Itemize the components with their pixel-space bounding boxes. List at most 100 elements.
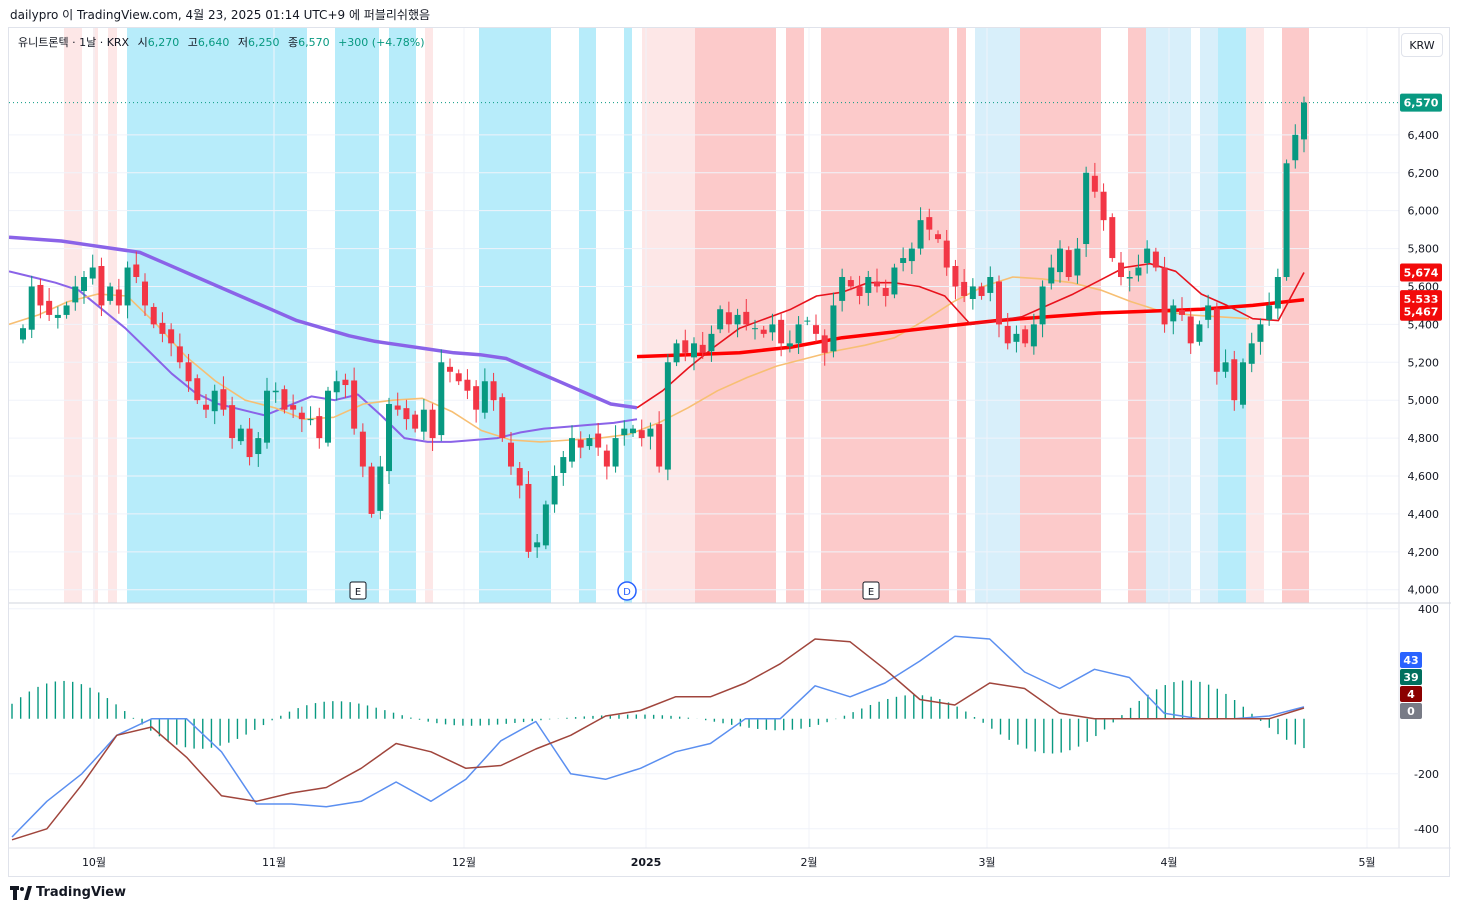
candle-body [1231,359,1238,401]
ma-price-label: 5,674 [1404,266,1439,279]
price-tick-label: 5,000 [1408,394,1440,407]
candle-body [1135,267,1142,276]
candle-body [865,277,872,293]
candle-body [1074,248,1081,276]
dividend-marker-circle [617,581,637,601]
candle-body [351,380,358,429]
candle-body [961,281,968,296]
candle-body [1196,324,1203,342]
candle-body [159,322,166,334]
candle-body [455,373,462,382]
candle-body [28,286,35,330]
footer-brand: TradingView [36,885,127,900]
candle-body [1065,250,1072,278]
candle-body [743,311,750,325]
time-axis-label: 3월 [978,856,995,869]
chart-frame: 6,400 6,200 6,000 5,800 5,600 5,400 5,200 5,000… [8,27,1451,878]
ma-price-label: 5,467 [1404,306,1439,319]
event-marker-E: E [862,581,880,600]
candle-body [647,428,654,437]
close-label: 종 [287,36,299,49]
candle-body [595,433,602,448]
macd-value-tag [1400,669,1422,685]
price-tick-label: 5,800 [1408,243,1440,256]
candle-body [168,329,175,344]
candle-body [943,240,950,268]
candle-body [394,405,401,410]
zone-band-6 [425,28,433,603]
candle-body [839,277,846,301]
candle-body [1152,251,1159,268]
candle-body [264,390,270,443]
time-axis-label: 12월 [452,856,476,869]
candle-body [577,439,584,448]
candle-body [1083,172,1090,245]
low-label: 저 [237,36,248,49]
candle-body [874,281,880,287]
candle-body [586,438,593,447]
candle-body [412,414,419,429]
candle-body [1013,333,1020,342]
candle-body [900,258,907,263]
candle-body [281,389,288,410]
currency-button[interactable]: KRW [1401,33,1443,57]
candle-body [359,431,366,467]
price-tick-label: 4,000 [1408,584,1440,597]
candle-body [638,430,645,439]
candle-body [908,248,915,262]
high-value: 6,640 [197,36,230,49]
chart-svg[interactable]: 6,4006,2006,0005,8005,6005,4005,2005,000… [8,28,1451,878]
candle-body [1109,217,1116,259]
candle-body [1004,325,1011,344]
candle-body [830,305,837,352]
candle-body [1161,267,1168,325]
event-marker-E: E [349,581,367,600]
candle-body [882,288,889,296]
candle-body [98,266,105,306]
candle-body [891,267,898,295]
candle-body [1091,175,1098,192]
ema-long-line [8,235,638,410]
candle-body [612,438,619,467]
candle-body [316,416,323,439]
candle-body [969,286,976,299]
candle-body [429,409,436,439]
candle-body [804,320,811,322]
time-axis-label: 2025 [631,856,662,869]
candle-body [542,504,549,546]
candle-body [342,379,349,386]
high-label: 고 [187,36,198,49]
candle-body [1292,134,1299,161]
candle-body [333,381,340,393]
candle-body [778,319,785,344]
earnings-marker-label: E [868,587,874,598]
candle-body [272,390,279,393]
price-tick-label: 5,400 [1408,318,1440,331]
candle-body [325,390,331,443]
candle-body [150,306,157,325]
macd-value-label: 43 [1403,654,1418,667]
zone-band-0 [64,28,82,603]
signal-line [11,638,1305,841]
earnings-marker-box [349,581,367,600]
candle-body [54,314,61,318]
candle-body [1248,343,1255,364]
candle-body [996,281,1002,325]
candle-body [786,343,793,347]
zone-band-10 [642,28,695,603]
candle-body [769,324,776,333]
zone-band-8 [579,28,596,603]
candle-body [473,386,480,410]
candle-body [917,220,924,249]
candle-body [255,438,262,455]
zone-band-17 [1128,28,1146,603]
tradingview-logo[interactable]: TradingView [10,885,126,900]
price-tick-label: 6,400 [1408,129,1440,142]
candle-body [978,286,985,296]
zone-band-2 [108,28,117,603]
price-tick-label: 6,200 [1408,167,1440,180]
candle-body [490,381,497,401]
candle-body [1222,362,1229,372]
candle-body [290,405,297,410]
candle-body [1126,277,1133,279]
